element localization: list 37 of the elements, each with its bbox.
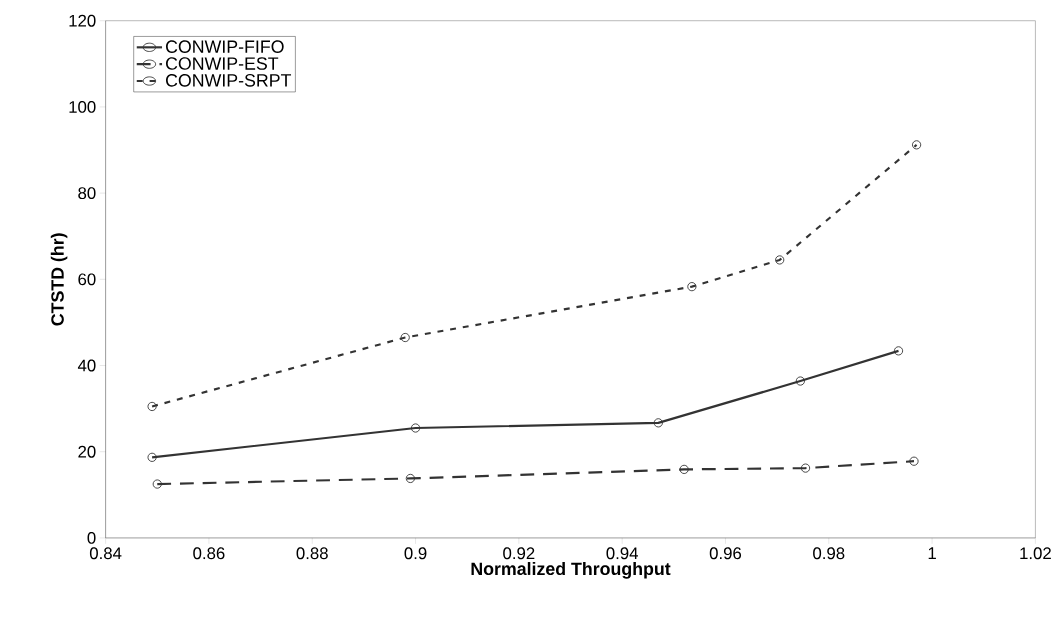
- y-axis-title: CTSTD (hr): [50, 233, 68, 326]
- point: [152, 479, 162, 489]
- point: [405, 473, 415, 484]
- y-tick-label: 20: [78, 445, 96, 458]
- point: [147, 452, 157, 463]
- point: [687, 282, 697, 292]
- x-tick-label: 0.92: [503, 547, 535, 560]
- point: [400, 333, 410, 343]
- point: [909, 456, 919, 466]
- legend-label: CONWIP-SRPT: [166, 74, 292, 87]
- x-tick-label: 0.98: [813, 547, 845, 560]
- y-tick-label: 100: [69, 101, 96, 113]
- point: [800, 463, 811, 473]
- x-tick-label: 0.88: [296, 547, 328, 560]
- y-tick-label: 40: [77, 359, 96, 372]
- x-tick-label: 0.96: [709, 547, 742, 560]
- legend-label: CONWIP-EST: [166, 57, 279, 70]
- x-tick-label: 0.86: [193, 547, 225, 560]
- x-tick-label: 0.84: [89, 547, 122, 560]
- x-tick-label: 0.9: [404, 547, 427, 560]
- point: [679, 464, 689, 475]
- point: [911, 140, 922, 150]
- y-tick-label: 0: [87, 532, 96, 544]
- point: [893, 346, 904, 356]
- x-axis-title: Normalized Throughput: [471, 562, 671, 579]
- x-tick-label: 1.02: [1020, 547, 1051, 560]
- x-tick-label: 1: [928, 547, 936, 559]
- x-tick-label: 0.94: [606, 547, 638, 560]
- y-tick-label: 80: [78, 187, 96, 200]
- point: [653, 418, 663, 428]
- point: [147, 401, 157, 412]
- y-tick-label: 60: [78, 273, 96, 286]
- legend-label: CONWIP-FIFO: [166, 40, 284, 54]
- point: [775, 255, 785, 265]
- y-tick-label: 120: [69, 14, 96, 27]
- point: [795, 376, 805, 386]
- point: [410, 423, 421, 433]
